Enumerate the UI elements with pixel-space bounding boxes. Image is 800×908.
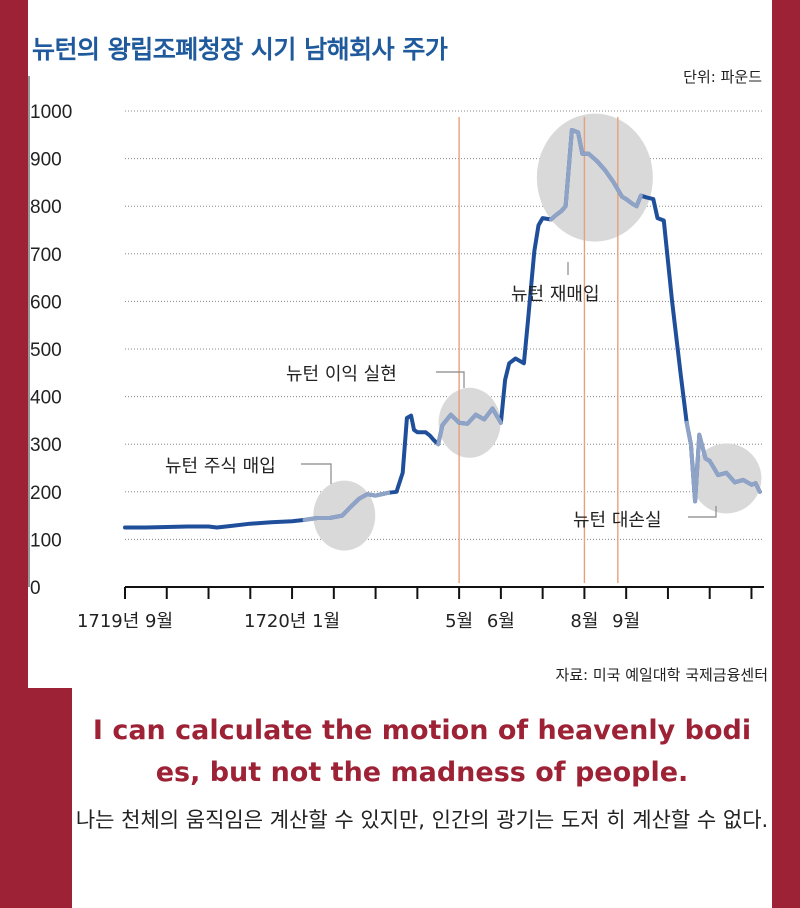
x-tick-label: 5월: [445, 611, 473, 632]
y-tick-label: 0: [30, 578, 41, 599]
price-line-highlight: [436, 406, 503, 447]
highlight-circle: [536, 113, 653, 242]
quote-accent-strip: [28, 688, 72, 908]
x-tick-label: 1720년 1월: [244, 611, 340, 632]
unit-label: 단위: 파운드: [683, 68, 762, 86]
price-line-highlight: [549, 128, 643, 222]
right-border: [772, 0, 800, 908]
x-tick-label: 9월: [612, 611, 640, 632]
y-tick-label: 100: [30, 530, 62, 551]
x-tick-label: 6월: [487, 611, 515, 632]
annotation-leader: [436, 371, 465, 388]
highlight-circle: [691, 443, 762, 514]
chart-title: 뉴턴의 왕립조폐청장 시기 남해회사 주가: [32, 35, 448, 64]
source-label: 자료: 미국 예일대학 국제금융센터: [555, 666, 768, 684]
y-tick-label: 700: [30, 245, 62, 266]
annotation-label: 뉴턴 이익 실현: [286, 364, 397, 385]
y-tick-label: 300: [30, 435, 62, 456]
chart-panel: 뉴턴의 왕립조폐청장 시기 남해회사 주가 단위: 파운드 1000 900 800…: [28, 0, 772, 688]
annotation-label: 뉴턴 재매입: [511, 284, 600, 305]
annotation-label: 뉴턴 대손실: [573, 510, 662, 531]
x-tick-label: 1719년 9월: [77, 611, 173, 632]
price-line-highlight: [684, 420, 762, 504]
y-tick-label: 900: [30, 150, 62, 171]
y-tick-label: 600: [30, 292, 62, 313]
left-border: [0, 0, 28, 908]
quote-korean: 나는 천체의 움직임은 계산할 수 있지만, 인간의 광기는 도저 히 계산할 …: [75, 808, 769, 832]
annotation-leader: [688, 506, 717, 518]
y-tick-label: 800: [30, 197, 62, 218]
price-line-highlight: [302, 490, 391, 522]
y-tick-label: 500: [30, 340, 62, 361]
y-tick-label: 1000: [30, 102, 72, 123]
x-tick-label: 8월: [570, 611, 598, 632]
y-tick-label: 200: [30, 483, 62, 504]
y-tick-label: 400: [30, 388, 62, 409]
quote-english: I can calculate the motion of heavenly b…: [92, 715, 752, 788]
quote-panel: I can calculate the motion of heavenly b…: [72, 688, 772, 908]
annotation-leader: [301, 463, 332, 484]
annotation-label: 뉴턴 주식 매입: [165, 456, 276, 477]
